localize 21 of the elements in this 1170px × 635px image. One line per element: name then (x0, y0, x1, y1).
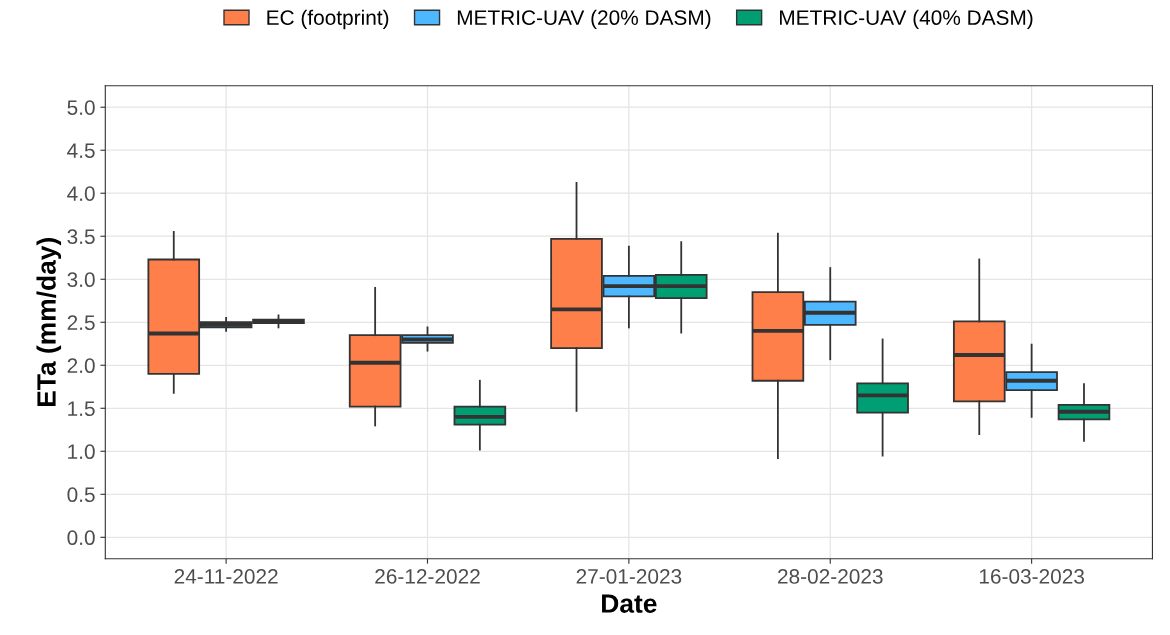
y-tick-label: 3.5 (67, 229, 95, 244)
x-tick-label: 26-12-2022 (375, 569, 480, 584)
x-tick-label: 27-01-2023 (576, 569, 682, 584)
y-tick-label: 0.0 (67, 530, 95, 546)
y-tick-label: 4.0 (67, 186, 95, 201)
legend-label: EC (footprint) (267, 9, 389, 30)
y-tick-label: 2.5 (67, 315, 95, 331)
y-tick-label: 0.5 (67, 487, 95, 503)
y-axis-title: ETa (mm/day) (36, 238, 62, 407)
legend-label: METRIC-UAV (20% DASM) (457, 9, 711, 30)
legend-label: METRIC-UAV (40% DASM) (780, 9, 1033, 30)
y-tick-label: 5.0 (67, 100, 95, 115)
x-tick-label: 28-02-2023 (778, 569, 883, 584)
y-tick-label: 3.0 (67, 272, 95, 288)
x-tick-label: 16-03-2023 (979, 569, 1084, 584)
y-tick-label: 1.5 (68, 401, 95, 417)
y-tick-label: 1.0 (68, 444, 95, 460)
x-tick-label: 24-11-2022 (174, 569, 278, 584)
x-axis-title: Date (602, 594, 657, 613)
y-tick-label: 2.0 (67, 358, 95, 374)
y-tick-label: 4.5 (67, 143, 95, 158)
